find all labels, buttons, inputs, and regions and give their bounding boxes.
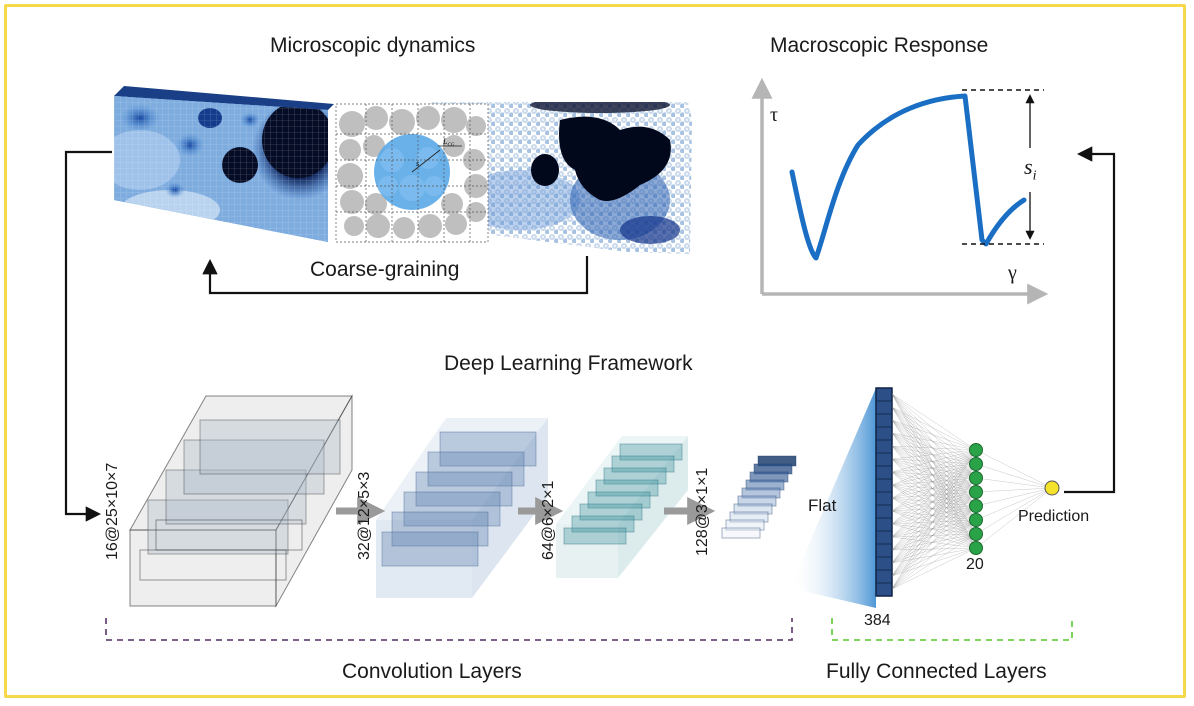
conv-layer-3 xyxy=(556,436,688,578)
inset-s-label: s xyxy=(416,159,419,168)
layer1-shape-label: 16@25×10×7 xyxy=(104,462,121,560)
layer4-shape-label: 128@3×1×1 xyxy=(694,467,711,556)
tau-axis-label: τ xyxy=(770,104,779,126)
convolution-bracket xyxy=(105,618,793,641)
coarse-graining-arrow xyxy=(202,256,589,295)
dense-node xyxy=(969,499,983,513)
dense-384-column xyxy=(875,387,893,597)
input-feed-arrow xyxy=(64,150,112,522)
prediction-return-arrow xyxy=(1064,146,1116,494)
coarse-grained-cube xyxy=(114,86,334,242)
figure-border xyxy=(4,4,1186,698)
prediction-node xyxy=(1044,480,1060,496)
convolution-layers-label: Convolution Layers xyxy=(342,660,522,683)
microscopic-title: Microscopic dynamics xyxy=(270,34,476,57)
conv-layer-1 xyxy=(129,394,353,608)
coarse-graining-inset: s LCG xyxy=(335,103,489,243)
stress-strain-graph xyxy=(751,77,1049,305)
dense-node xyxy=(969,485,983,499)
macroscopic-title: Macroscopic Response xyxy=(770,34,989,57)
conv-layer-4 xyxy=(721,455,797,539)
flat-label: Flat xyxy=(808,496,837,515)
prediction-label: Prediction xyxy=(1018,508,1090,525)
gamma-axis-label: γ xyxy=(1008,262,1017,284)
dense-node xyxy=(969,541,983,555)
dense-node xyxy=(969,457,983,471)
stress-drop-label: si xyxy=(1024,154,1037,184)
coarse-graining-label: Coarse-graining xyxy=(310,258,460,281)
dense-connections xyxy=(891,393,1053,590)
conv-layer-2 xyxy=(376,418,548,598)
dense-node xyxy=(969,471,983,485)
dense-node xyxy=(969,513,983,527)
stress-curve xyxy=(789,93,1027,261)
fully-connected-bracket xyxy=(831,618,1073,641)
size-384-label: 384 xyxy=(864,612,891,629)
size-20-label: 20 xyxy=(966,556,984,573)
fully-connected-layers-label: Fully Connected Layers xyxy=(826,660,1047,683)
inset-lcg-label: LCG xyxy=(442,137,455,148)
layer2-shape-label: 32@12×5×3 xyxy=(356,471,373,560)
flatten-projection xyxy=(790,388,876,608)
dense-node xyxy=(969,527,983,541)
dense-node xyxy=(969,443,983,457)
layer3-shape-label: 64@6×2×1 xyxy=(540,480,557,560)
dense-20-column xyxy=(969,443,983,555)
deep-learning-title: Deep Learning Framework xyxy=(444,352,693,375)
